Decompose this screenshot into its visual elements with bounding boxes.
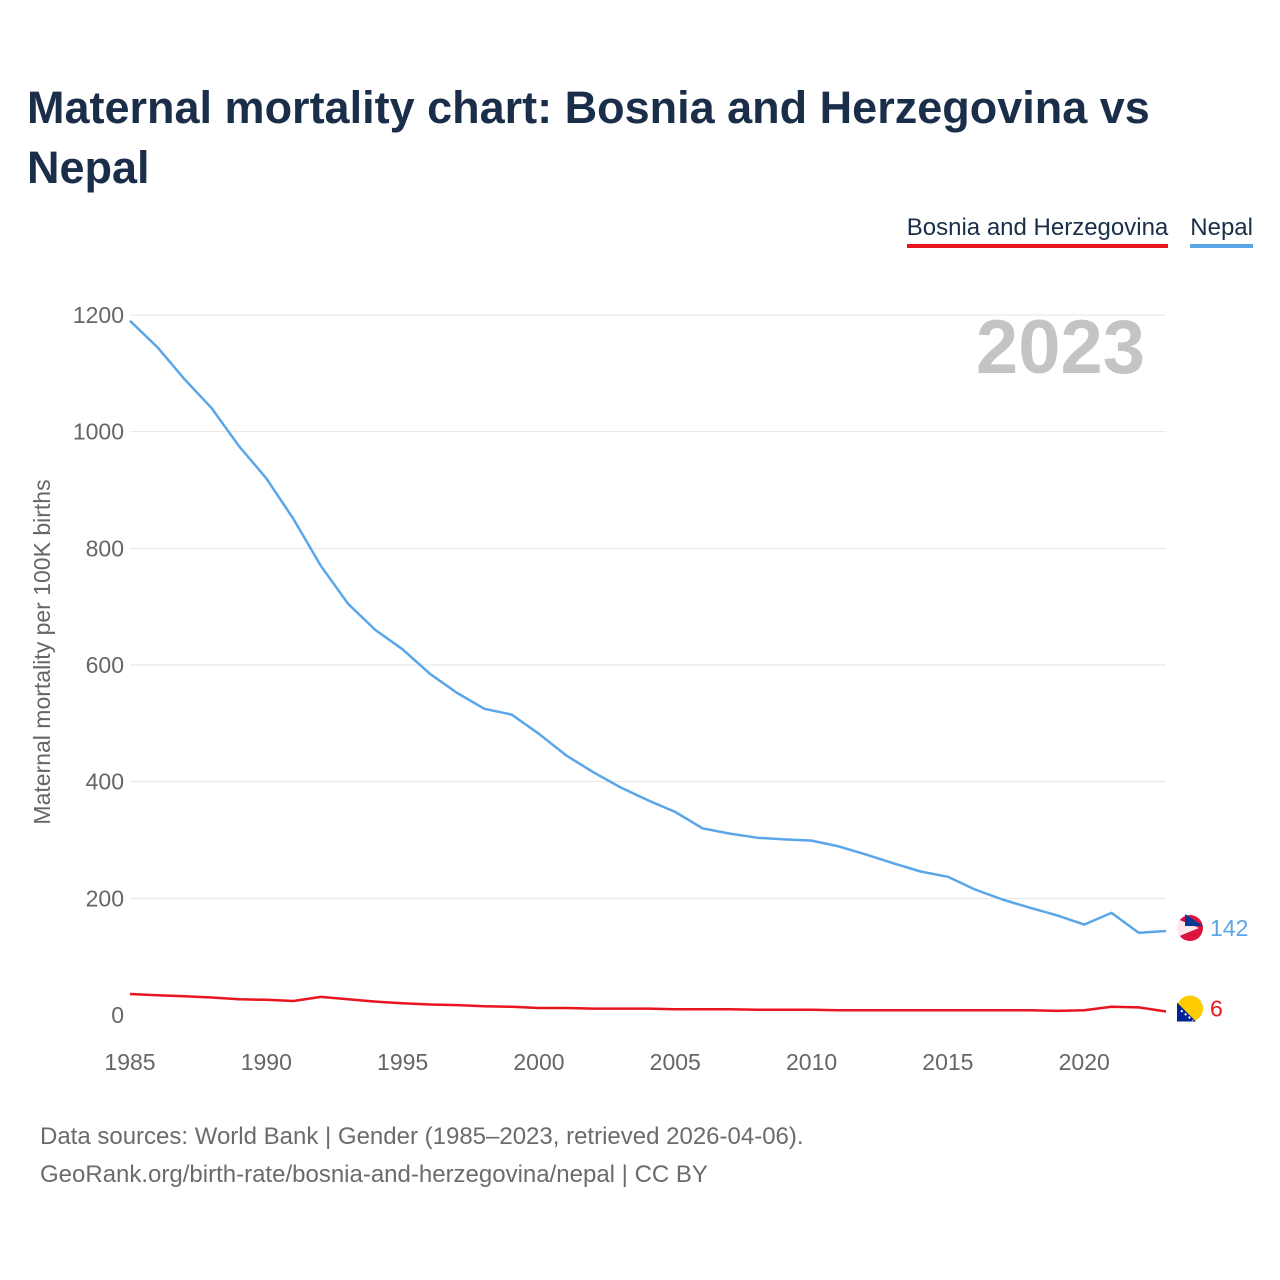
flag-icon-nepal [1177,914,1203,941]
legend-item-bosnia[interactable]: Bosnia and Herzegovina [906,214,1169,248]
end-value-label-nepal: 142 [1210,915,1248,941]
x-tick-1995: 1995 [377,1049,428,1075]
footer-link[interactable]: GeoRank.org/birth-rate/bosnia-and-herzeg… [40,1161,708,1188]
legend-item-nepal[interactable]: Nepal [1190,214,1253,248]
series-lines [129,319,1167,1013]
x-tick-2010: 2010 [786,1049,837,1075]
chart-title: Maternal mortality chart: Bosnia and Her… [27,82,1150,193]
end-markers: 142 6 [1177,914,1248,1022]
footer-sources: Data sources: World Bank | Gender (1985–… [40,1123,804,1150]
end-value-label-bosnia-and-herzegovina: 6 [1210,996,1223,1022]
x-tick-1990: 1990 [241,1049,292,1075]
x-tick-2000: 2000 [513,1049,564,1075]
y-tick-1000: 1000 [73,419,124,445]
legend: Bosnia and Herzegovina Nepal [906,214,1253,248]
line-chart: 2023 Maternal mortality per 100K births … [29,302,1248,1075]
y-tick-1200: 1200 [73,302,124,328]
y-tick-labels: 0 200 400 600 800 1000 1200 [73,302,124,1028]
series-line-bosnia-and-herzegovina [129,992,1167,1013]
x-tick-2015: 2015 [922,1049,973,1075]
y-axis-label: Maternal mortality per 100K births [29,479,55,824]
flag-icon-bosnia-and-herzegovina [1177,995,1203,1022]
y-tick-600: 600 [86,652,124,678]
footer: Data sources: World Bank | Gender (1985–… [40,1118,804,1194]
x-tick-2020: 2020 [1059,1049,1110,1075]
y-tick-0: 0 [111,1002,124,1028]
grid-lines [130,314,1166,899]
y-tick-400: 400 [86,769,124,795]
series-line-nepal [129,319,1167,935]
x-tick-1985: 1985 [104,1049,155,1075]
y-tick-200: 200 [86,885,124,911]
x-tick-2005: 2005 [650,1049,701,1075]
year-watermark: 2023 [976,305,1145,390]
x-tick-labels: 1985 1990 1995 2000 2005 2010 2015 2020 [104,1049,1109,1075]
y-tick-800: 800 [86,535,124,561]
